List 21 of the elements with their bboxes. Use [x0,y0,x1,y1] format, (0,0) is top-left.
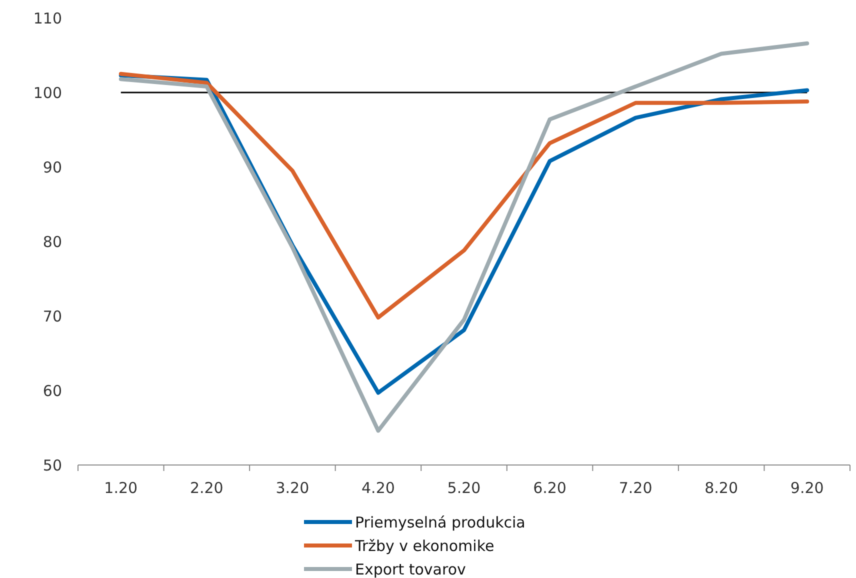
x-tick-label: 5.20 [447,479,481,497]
y-tick-label: 80 [42,232,62,251]
x-tick-label: 2.20 [190,479,224,497]
y-tick-label: 100 [33,84,62,102]
x-tick-label: 1.20 [104,479,138,497]
x-tick-label: 9.20 [790,479,824,497]
line-series [118,41,810,433]
legend-label: Export tovarov [355,560,466,578]
y-tick-label: 110 [33,9,62,28]
line-series [118,72,810,320]
x-tick-label: 8.20 [704,479,738,497]
x-tick-label: 6.20 [533,479,566,497]
y-tick-label: 90 [42,158,62,176]
legend-label: Priemyselná produkcia [355,513,526,532]
y-tick-label: 60 [42,382,62,400]
x-tick-label: 4.20 [362,479,395,497]
y-tick-label: 70 [42,307,62,326]
legend-label: Tržby v ekonomike [354,536,494,555]
x-tick-label: 3.20 [276,479,310,497]
y-tick-label: 50 [42,456,62,474]
x-tick-label: 7.20 [618,479,652,497]
